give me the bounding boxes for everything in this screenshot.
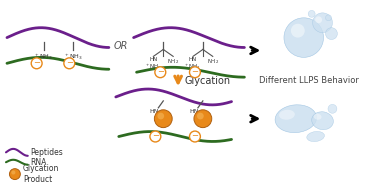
- Circle shape: [313, 13, 332, 33]
- Text: Different LLPS Behavior: Different LLPS Behavior: [259, 76, 359, 85]
- Text: Glycation: Glycation: [184, 76, 230, 86]
- Ellipse shape: [275, 105, 316, 133]
- Text: RNA: RNA: [31, 158, 47, 167]
- Circle shape: [154, 110, 172, 128]
- Text: HN: HN: [150, 109, 159, 114]
- Text: −: −: [33, 58, 40, 67]
- Text: $^+$NH$_3$: $^+$NH$_3$: [64, 52, 83, 62]
- Circle shape: [189, 67, 200, 78]
- Circle shape: [31, 58, 42, 69]
- Text: −: −: [157, 67, 164, 76]
- Circle shape: [315, 16, 322, 23]
- Ellipse shape: [279, 110, 295, 120]
- Ellipse shape: [314, 114, 322, 120]
- Circle shape: [308, 10, 315, 17]
- Text: HN: HN: [189, 109, 199, 114]
- Circle shape: [155, 67, 166, 78]
- Circle shape: [197, 113, 204, 119]
- Text: NH$_2$: NH$_2$: [167, 57, 179, 66]
- Circle shape: [284, 18, 324, 57]
- Text: $^+$NH$_2$: $^+$NH$_2$: [145, 62, 162, 72]
- Circle shape: [189, 131, 200, 142]
- Circle shape: [328, 104, 337, 113]
- Circle shape: [325, 28, 338, 40]
- Circle shape: [291, 24, 305, 38]
- Text: −: −: [152, 132, 159, 140]
- Circle shape: [64, 58, 75, 69]
- Text: NH$_2$: NH$_2$: [207, 57, 219, 66]
- Circle shape: [157, 113, 164, 119]
- Text: −: −: [191, 132, 198, 140]
- Circle shape: [150, 131, 161, 142]
- Text: Glycation
Product: Glycation Product: [23, 164, 59, 184]
- Circle shape: [11, 170, 15, 174]
- Text: $^+$NH$_2$: $^+$NH$_2$: [184, 62, 201, 72]
- Ellipse shape: [312, 112, 333, 130]
- Text: HN: HN: [189, 57, 197, 62]
- Circle shape: [325, 15, 332, 21]
- Text: Peptides: Peptides: [31, 148, 64, 157]
- Circle shape: [9, 169, 20, 179]
- Ellipse shape: [307, 132, 324, 142]
- Text: −: −: [66, 58, 73, 67]
- Circle shape: [194, 110, 212, 128]
- Text: $^+$NH$_3$: $^+$NH$_3$: [34, 52, 53, 62]
- Text: −: −: [191, 67, 198, 76]
- Text: HN: HN: [149, 57, 158, 62]
- Text: OR: OR: [113, 41, 128, 51]
